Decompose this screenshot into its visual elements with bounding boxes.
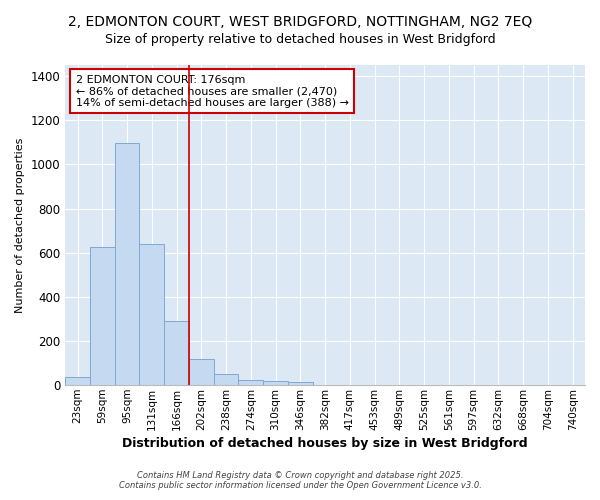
Bar xyxy=(65,378,90,385)
Bar xyxy=(288,382,313,385)
Bar xyxy=(139,244,164,385)
X-axis label: Distribution of detached houses by size in West Bridgford: Distribution of detached houses by size … xyxy=(122,437,528,450)
Bar xyxy=(115,144,139,385)
Text: 2 EDMONTON COURT: 176sqm
← 86% of detached houses are smaller (2,470)
14% of sem: 2 EDMONTON COURT: 176sqm ← 86% of detach… xyxy=(76,74,349,108)
Y-axis label: Number of detached properties: Number of detached properties xyxy=(15,138,25,313)
Bar xyxy=(189,359,214,385)
Bar xyxy=(164,321,189,385)
Text: Contains HM Land Registry data © Crown copyright and database right 2025.
Contai: Contains HM Land Registry data © Crown c… xyxy=(119,470,481,490)
Bar xyxy=(238,380,263,385)
Text: Size of property relative to detached houses in West Bridgford: Size of property relative to detached ho… xyxy=(104,32,496,46)
Bar xyxy=(263,380,288,385)
Bar xyxy=(90,247,115,385)
Text: 2, EDMONTON COURT, WEST BRIDGFORD, NOTTINGHAM, NG2 7EQ: 2, EDMONTON COURT, WEST BRIDGFORD, NOTTI… xyxy=(68,15,532,29)
Bar xyxy=(214,374,238,385)
